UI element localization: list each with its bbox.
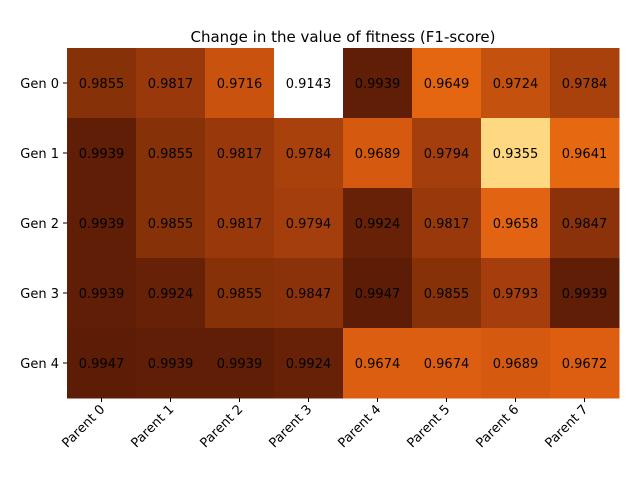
cell-value-label: 0.9855 bbox=[424, 287, 470, 302]
heatmap-cell bbox=[274, 328, 344, 399]
cell-value-label: 0.9939 bbox=[562, 287, 608, 302]
cell-value-label: 0.9924 bbox=[355, 217, 401, 232]
heatmap-cells bbox=[67, 48, 620, 399]
heatmap-cell bbox=[412, 258, 482, 329]
heatmap-cell bbox=[205, 188, 275, 259]
heatmap-cell bbox=[343, 48, 413, 119]
cell-value-label: 0.9355 bbox=[493, 147, 539, 162]
cell-value-label: 0.9855 bbox=[217, 287, 263, 302]
y-axis: Gen 0 Gen 1 Gen 2 Gen 3 Gen 4 bbox=[20, 77, 67, 372]
heatmap-cell bbox=[274, 188, 344, 259]
cell-value-label: 0.9689 bbox=[355, 147, 401, 162]
heatmap-cell bbox=[205, 48, 275, 119]
heatmap-cell bbox=[343, 118, 413, 189]
x-tick-label: Parent 5 bbox=[405, 402, 454, 451]
cell-value-label: 0.9784 bbox=[286, 147, 332, 162]
heatmap-cell bbox=[343, 188, 413, 259]
cell-value-label: 0.9855 bbox=[79, 77, 125, 92]
heatmap-cell bbox=[550, 188, 620, 259]
heatmap-cell bbox=[343, 258, 413, 329]
cell-value-label: 0.9847 bbox=[286, 287, 332, 302]
cell-value-label: 0.9672 bbox=[562, 357, 608, 372]
cell-value-label: 0.9939 bbox=[79, 147, 125, 162]
cell-value-label: 0.9817 bbox=[148, 77, 194, 92]
heatmap-cell bbox=[412, 118, 482, 189]
y-tick-label: Gen 0 bbox=[20, 77, 59, 92]
cell-value-label: 0.9689 bbox=[493, 357, 539, 372]
cell-value-label: 0.9847 bbox=[562, 217, 608, 232]
cell-value-label: 0.9724 bbox=[493, 77, 539, 92]
heatmap-cell-labels: 0.9855 0.9817 0.9716 0.9143 0.9939 0.9649 0.97… bbox=[79, 77, 608, 372]
y-tick-label: Gen 4 bbox=[20, 357, 59, 372]
x-tick-label: Parent 1 bbox=[129, 402, 178, 451]
heatmap-cell bbox=[412, 328, 482, 399]
heatmap-cell bbox=[274, 258, 344, 329]
heatmap-cell bbox=[67, 328, 137, 399]
heatmap-cell bbox=[67, 258, 137, 329]
x-axis: Parent 0 Parent 1 Parent 2 Parent 3 Parent 4… bbox=[60, 398, 592, 451]
cell-value-label: 0.9674 bbox=[424, 357, 470, 372]
heatmap-cell bbox=[205, 118, 275, 189]
heatmap-cell bbox=[343, 328, 413, 399]
heatmap-cell bbox=[205, 258, 275, 329]
cell-value-label: 0.9855 bbox=[148, 217, 194, 232]
cell-value-label: 0.9649 bbox=[424, 77, 470, 92]
cell-value-label: 0.9674 bbox=[355, 357, 401, 372]
x-tick-label: Parent 2 bbox=[198, 402, 247, 451]
heatmap-cell bbox=[136, 258, 206, 329]
cell-value-label: 0.9939 bbox=[79, 217, 125, 232]
heatmap-cell bbox=[136, 328, 206, 399]
x-tick-label: Parent 7 bbox=[543, 402, 592, 451]
heatmap-cell bbox=[412, 48, 482, 119]
heatmap-cell bbox=[481, 188, 551, 259]
cell-value-label: 0.9924 bbox=[286, 357, 332, 372]
heatmap-cell bbox=[205, 328, 275, 399]
heatmap-cell bbox=[136, 118, 206, 189]
y-tick-label: Gen 2 bbox=[20, 217, 59, 232]
heatmap-cell bbox=[136, 48, 206, 119]
cell-value-label: 0.9793 bbox=[493, 287, 539, 302]
heatmap-cell bbox=[67, 118, 137, 189]
heatmap-cell bbox=[550, 118, 620, 189]
cell-value-label: 0.9817 bbox=[217, 147, 263, 162]
cell-value-label: 0.9641 bbox=[562, 147, 608, 162]
cell-value-label: 0.9939 bbox=[217, 357, 263, 372]
cell-value-label: 0.9855 bbox=[148, 147, 194, 162]
cell-value-label: 0.9939 bbox=[355, 77, 401, 92]
cell-value-label: 0.9143 bbox=[286, 77, 332, 92]
heatmap-cell bbox=[274, 48, 344, 119]
y-tick-label: Gen 1 bbox=[20, 147, 59, 162]
cell-value-label: 0.9924 bbox=[148, 287, 194, 302]
heatmap-cell bbox=[136, 188, 206, 259]
cell-value-label: 0.9947 bbox=[79, 357, 125, 372]
heatmap-cell bbox=[550, 328, 620, 399]
cell-value-label: 0.9817 bbox=[424, 217, 470, 232]
cell-value-label: 0.9794 bbox=[286, 217, 332, 232]
heatmap-cell bbox=[274, 118, 344, 189]
cell-value-label: 0.9794 bbox=[424, 147, 470, 162]
cell-value-label: 0.9784 bbox=[562, 77, 608, 92]
x-tick-label: Parent 4 bbox=[336, 402, 385, 451]
cell-value-label: 0.9947 bbox=[355, 287, 401, 302]
cell-value-label: 0.9939 bbox=[79, 287, 125, 302]
heatmap-cell bbox=[481, 328, 551, 399]
heatmap-cell bbox=[412, 188, 482, 259]
cell-value-label: 0.9939 bbox=[148, 357, 194, 372]
x-tick-label: Parent 3 bbox=[267, 402, 316, 451]
heatmap-cell bbox=[67, 188, 137, 259]
heatmap-cell bbox=[481, 118, 551, 189]
y-tick-label: Gen 3 bbox=[20, 287, 59, 302]
cell-value-label: 0.9716 bbox=[217, 77, 263, 92]
heatmap-cell bbox=[481, 48, 551, 119]
chart-title: Change in the value of fitness (F1-score… bbox=[190, 28, 495, 46]
cell-value-label: 0.9658 bbox=[493, 217, 539, 232]
cell-value-label: 0.9817 bbox=[217, 217, 263, 232]
heatmap-cell bbox=[550, 258, 620, 329]
x-tick-label: Parent 0 bbox=[60, 402, 109, 451]
heatmap-cell bbox=[550, 48, 620, 119]
heatmap-cell bbox=[481, 258, 551, 329]
heatmap-cell bbox=[67, 48, 137, 119]
x-tick-label: Parent 6 bbox=[474, 402, 523, 451]
